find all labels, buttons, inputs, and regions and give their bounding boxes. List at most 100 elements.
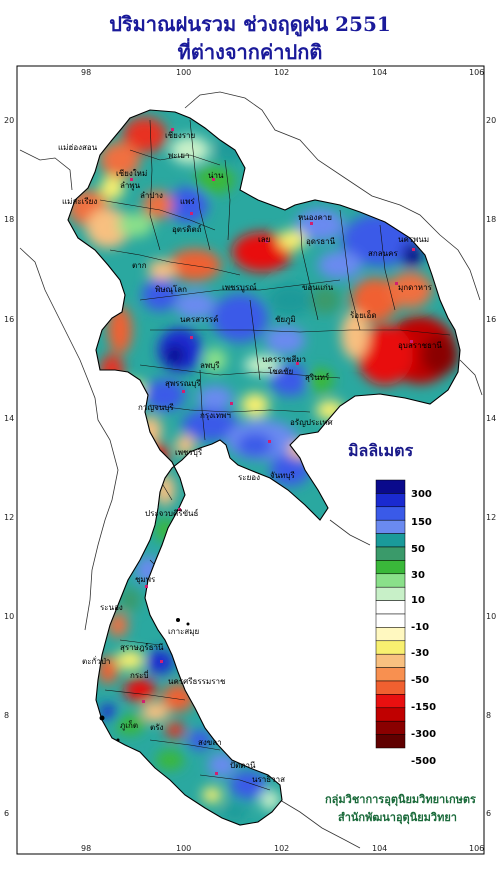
lat-tick-12: 12 [4, 513, 14, 522]
place-label: แม่ฮ่องสอน [58, 143, 98, 152]
place-label: นครพนม [398, 235, 429, 244]
place-label: สกลนคร [368, 249, 398, 258]
place-label: ร้อยเอ็ด [350, 310, 377, 320]
place-label: พิษณุโลก [155, 284, 187, 294]
lat-tick-6: 6 [486, 809, 491, 818]
lon-tick-102: 102 [274, 68, 289, 77]
place-label: ปัตตานี [230, 761, 256, 770]
legend-swatch [375, 519, 406, 534]
legend-label: 50 [411, 544, 425, 555]
place-labels: เชียงราย แม่ฮ่องสอน เชียงใหม่ ลำพูน พะเย… [58, 131, 442, 784]
place-label: เชียงใหม่ [116, 169, 147, 178]
legend-swatch [375, 493, 406, 508]
place-label: ตรัง [150, 723, 163, 732]
lat-tick-8: 8 [4, 711, 9, 720]
map-title-line2: ที่ต่างจากค่าปกติ [177, 40, 323, 64]
legend-swatch [375, 506, 406, 521]
legend-unit-label: มิลลิเมตร [348, 441, 414, 460]
place-label: ชุมพร [135, 575, 156, 584]
lon-tick-106: 106 [469, 68, 484, 77]
lon-tick-104: 104 [372, 844, 387, 853]
legend-swatch [375, 586, 406, 601]
place-label: หนองคาย [298, 213, 332, 222]
place-label: ลำพูน [120, 181, 141, 191]
place-label: นครสวรรค์ [180, 314, 218, 324]
legend-swatch [375, 720, 406, 735]
station-markers [130, 128, 415, 775]
place-label: พะเยา [168, 151, 189, 160]
legend-label: 300 [411, 489, 432, 500]
legend-label: -50 [411, 675, 429, 686]
place-label: อุบลราชธานี [398, 341, 442, 350]
place-label: อุดรธานี [306, 237, 336, 246]
place-label: ลพบุรี [200, 361, 220, 370]
map-title-line1: ปริมาณฝนรวม ช่วงฤดูฝน 2551 [109, 12, 391, 36]
province-boundaries [99, 119, 451, 791]
legend-swatch [375, 546, 406, 561]
legend-label: 10 [411, 595, 425, 606]
credit-line2: สำนักพัฒนาอุตุนิยมวิทยา [338, 811, 457, 825]
place-label: สุรินทร์ [305, 372, 330, 382]
lat-tick-18: 18 [4, 215, 14, 224]
legend-label: -10 [411, 622, 429, 633]
place-label: ระนอง [100, 603, 123, 612]
legend-swatch [375, 613, 406, 628]
lon-tick-104: 104 [372, 68, 387, 77]
place-label: ขอนแก่น [302, 283, 334, 292]
map-frame [16, 65, 485, 855]
lon-tick-102: 102 [274, 844, 289, 853]
legend-label: -500 [411, 756, 436, 767]
legend-swatch [375, 653, 406, 668]
lat-tick-8: 8 [486, 711, 491, 720]
legend-swatch [375, 667, 406, 682]
legend-swatch [375, 600, 406, 615]
place-label: ลำปาง [140, 191, 163, 200]
lon-tick-98: 98 [81, 844, 91, 853]
legend-label: 150 [411, 517, 432, 528]
place-label: แพร่ [180, 197, 195, 206]
lat-tick-18: 18 [486, 215, 496, 224]
place-label: เกาะสมุย [168, 627, 199, 636]
rainfall-anomaly-field [68, 110, 460, 825]
lat-tick-12: 12 [486, 513, 496, 522]
place-label: กาญจนบุรี [138, 403, 174, 412]
legend-swatch [375, 533, 406, 548]
lat-tick-20: 20 [486, 116, 496, 125]
lat-tick-20: 20 [4, 116, 14, 125]
place-label: กระบี่ [130, 669, 149, 680]
legend-swatch [375, 640, 406, 655]
place-label: น่าน [208, 171, 224, 180]
legend-swatch [375, 479, 406, 494]
legend-swatch [375, 573, 406, 588]
lat-tick-10: 10 [486, 612, 496, 621]
neighbour-borders [19, 91, 483, 849]
place-label: ภูเก็ต [120, 720, 138, 731]
legend-label: -150 [411, 702, 436, 713]
legend-swatch [375, 560, 406, 575]
lat-ticks-left: 20 18 16 14 12 10 8 6 [4, 116, 14, 818]
place-label: นครศรีธรรมราช [168, 677, 226, 686]
legend-swatch [375, 734, 406, 749]
lat-tick-6: 6 [4, 809, 9, 818]
place-label: ตะกั่วป่า [82, 655, 110, 666]
place-label: เพชรบูรณ์ [222, 282, 257, 293]
place-label: มุกดาหาร [398, 283, 433, 292]
lat-ticks-right: 20 18 16 14 12 10 8 6 [486, 116, 496, 818]
place-label: ชัยภูมิ [275, 315, 296, 325]
lat-tick-14: 14 [4, 414, 14, 423]
legend-swatch [375, 627, 406, 642]
place-label: ประจวบคีรีขันธ์ [145, 508, 199, 518]
place-label: ตาก [132, 261, 147, 270]
lat-tick-14: 14 [486, 414, 496, 423]
lat-tick-10: 10 [4, 612, 14, 621]
legend-swatch [375, 707, 406, 722]
place-label: กรุงเทพฯ [200, 411, 231, 420]
lon-tick-100: 100 [176, 68, 191, 77]
place-label: เลย [258, 235, 270, 244]
place-label: สงขลา [198, 738, 222, 747]
place-label: จันทบุรี [270, 471, 296, 480]
lat-tick-16: 16 [486, 315, 496, 324]
place-label: โชคชัย [268, 366, 293, 376]
place-label: ระยอง [238, 473, 260, 482]
legend-swatch [375, 680, 406, 695]
